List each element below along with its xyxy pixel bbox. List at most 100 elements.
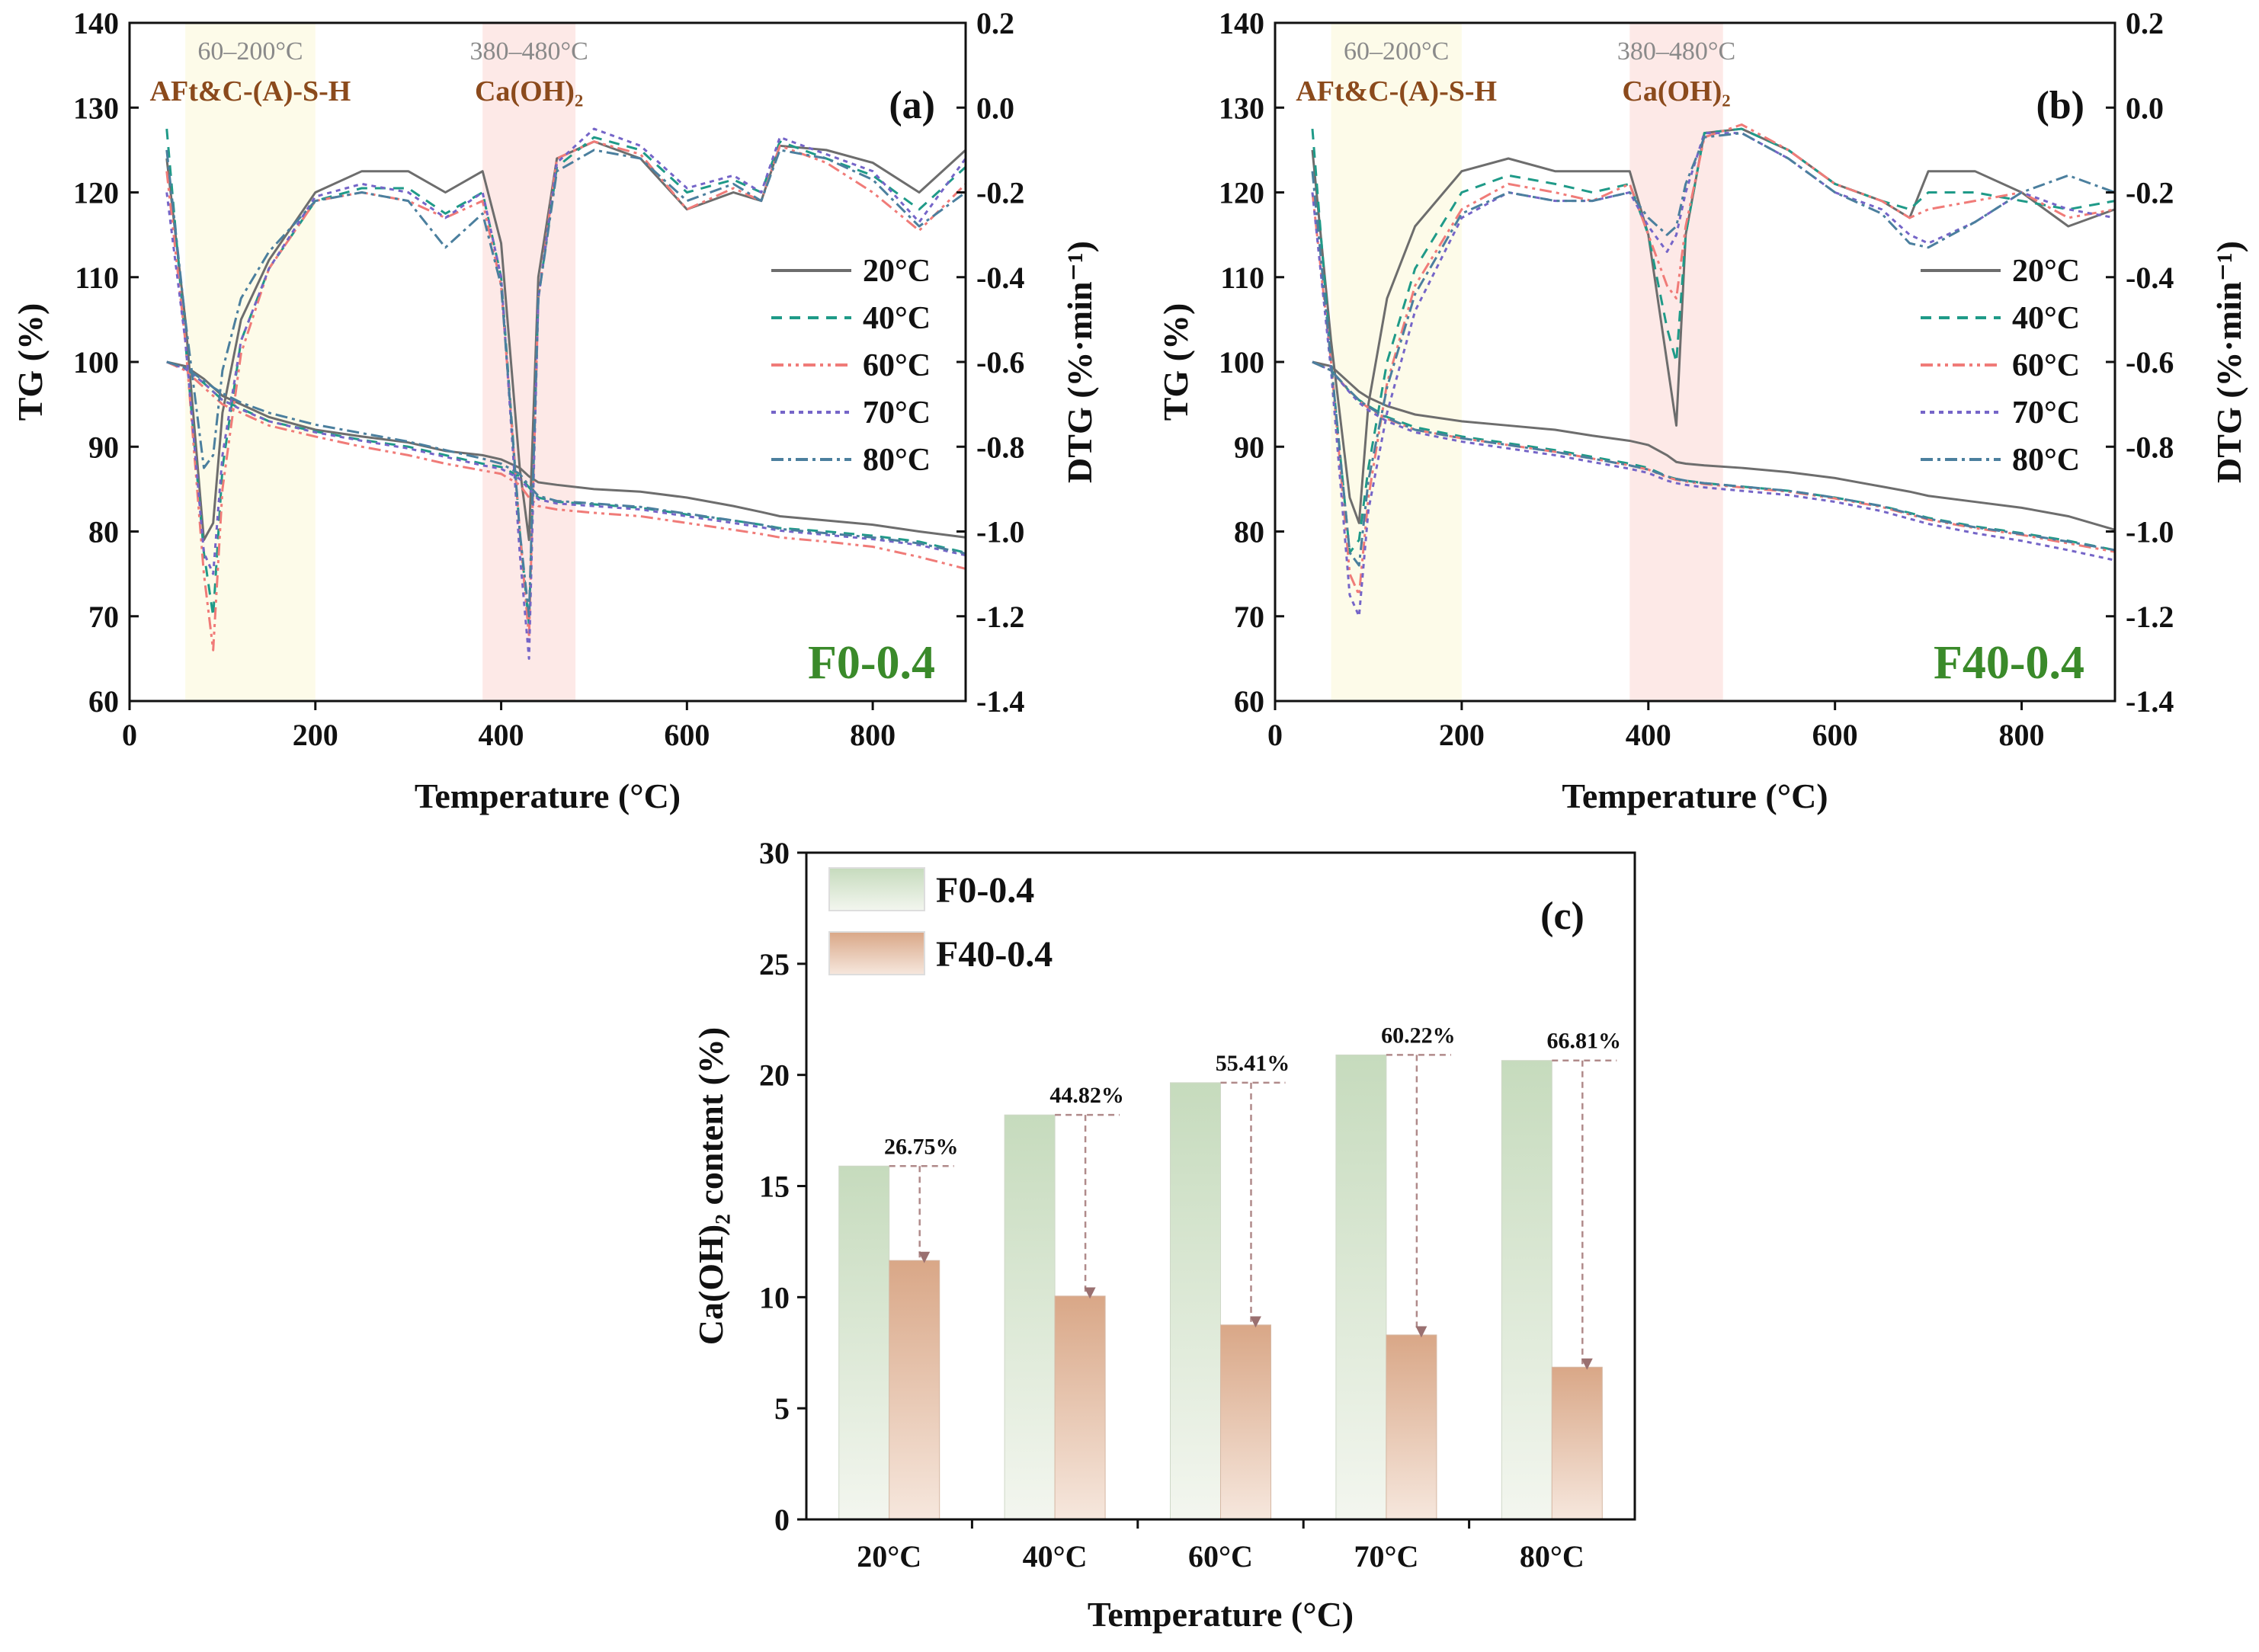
band-range-label: 60–200°C bbox=[197, 37, 303, 66]
x-tick-label: 0 bbox=[122, 718, 137, 752]
y2-tick-label: -0.8 bbox=[976, 430, 1024, 464]
dtg-curve-60°C bbox=[1311, 123, 2116, 597]
sample-label: F0-0.4 bbox=[808, 637, 935, 689]
y2-tick-label: -0.2 bbox=[976, 176, 1024, 210]
y2-tick-label: 0.0 bbox=[2126, 91, 2164, 125]
y-tick-label: 100 bbox=[1219, 345, 1264, 379]
legend-label: 60°C bbox=[863, 348, 931, 383]
panel-label: (c) bbox=[1540, 895, 1585, 938]
x-tick-label: 800 bbox=[1999, 718, 2045, 752]
x-tick-label: 20°C bbox=[857, 1539, 921, 1574]
y2-tick-label: -1.4 bbox=[2126, 684, 2174, 719]
x-tick-label: 40°C bbox=[1023, 1539, 1088, 1574]
x-axis-title: Temperature (°C) bbox=[1562, 776, 1828, 815]
reduction-label: 44.82% bbox=[1049, 1083, 1124, 1108]
dtg-curve-70°C bbox=[1311, 132, 2116, 618]
shaded-band bbox=[1629, 23, 1723, 701]
x-axis-title: Temperature (°C) bbox=[415, 776, 681, 815]
y-axis-title: Ca(OH)₂ content (%) bbox=[691, 1027, 730, 1345]
bar-F0-0.4 bbox=[1170, 1082, 1221, 1520]
x-tick-label: 200 bbox=[1439, 718, 1485, 752]
x-tick-label: 600 bbox=[1812, 718, 1858, 752]
bar-F40-0.4 bbox=[1220, 1324, 1271, 1520]
legend-label: 60°C bbox=[2012, 348, 2080, 383]
x-tick-label: 800 bbox=[850, 718, 896, 752]
dtg-curve-20°C bbox=[1311, 127, 2116, 524]
tga-panel-0: 60–200°C AFt&C-(A)-S-H 380–480°C Ca(OH)₂ 20°… bbox=[11, 6, 1099, 815]
bar-F40-0.4 bbox=[1054, 1295, 1106, 1520]
y-tick-label: 90 bbox=[1234, 430, 1264, 464]
y-tick-label: 20 bbox=[759, 1058, 790, 1093]
y2-tick-label: -1.0 bbox=[2126, 515, 2174, 549]
x-tick-label: 600 bbox=[664, 718, 710, 752]
y2-tick-label: -0.4 bbox=[2126, 261, 2174, 295]
tg-curve-80°C bbox=[166, 360, 966, 555]
y-tick-label: 70 bbox=[1234, 600, 1264, 634]
y2-tick-label: -0.6 bbox=[976, 345, 1024, 379]
y2-tick-label: -1.4 bbox=[976, 684, 1024, 719]
y2-tick-label: -1.0 bbox=[976, 515, 1024, 549]
y2-tick-label: 0.0 bbox=[976, 91, 1014, 125]
x-tick-label: 400 bbox=[1626, 718, 1671, 752]
y2-tick-label: 0.2 bbox=[976, 6, 1014, 40]
y-tick-label: 130 bbox=[73, 91, 119, 125]
y-tick-label: 130 bbox=[1219, 91, 1264, 125]
bar-F0-0.4 bbox=[838, 1165, 890, 1520]
y-tick-label: 5 bbox=[774, 1391, 790, 1426]
reduction-label: 60.22% bbox=[1381, 1023, 1456, 1048]
legend-label: 80°C bbox=[863, 443, 931, 478]
band-range-label: 380–480°C bbox=[469, 37, 588, 66]
legend-label: 20°C bbox=[2012, 254, 2080, 289]
legend-label: 70°C bbox=[2012, 395, 2080, 431]
tg-curve-80°C bbox=[1312, 360, 2116, 552]
y-tick-label: 110 bbox=[75, 261, 119, 295]
band-phase-label: AFt&C-(A)-S-H bbox=[150, 75, 351, 107]
tg-curve-20°C bbox=[1312, 360, 2116, 531]
bar-F40-0.4 bbox=[1386, 1334, 1437, 1520]
bar-F0-0.4 bbox=[1004, 1114, 1056, 1520]
y-tick-label: 70 bbox=[88, 600, 119, 634]
y-tick-label: 25 bbox=[759, 947, 790, 981]
y2-tick-label: -0.4 bbox=[976, 261, 1024, 295]
band-phase-label: Ca(OH)₂ bbox=[475, 75, 583, 107]
y-tick-label: 10 bbox=[759, 1280, 790, 1314]
y2-tick-label: -0.6 bbox=[2126, 345, 2174, 379]
x-axis-title: Temperature (°C) bbox=[1088, 1595, 1354, 1634]
legend-label: F0-0.4 bbox=[936, 870, 1034, 911]
y-tick-label: 100 bbox=[73, 345, 119, 379]
x-tick-label: 80°C bbox=[1520, 1539, 1585, 1574]
dtg-curve-40°C bbox=[1311, 127, 2116, 554]
bar-F40-0.4 bbox=[1551, 1366, 1603, 1520]
y2-axis-title: DTG (%·min⁻¹) bbox=[1060, 241, 1099, 483]
x-tick-label: 70°C bbox=[1354, 1539, 1418, 1574]
band-phase-label: AFt&C-(A)-S-H bbox=[1296, 75, 1497, 107]
legend-label: 80°C bbox=[2012, 443, 2080, 478]
legend-label: 70°C bbox=[863, 395, 931, 431]
tga-panel-1: 60–200°C AFt&C-(A)-S-H 380–480°C Ca(OH)₂ 20°… bbox=[1156, 6, 2248, 815]
y-tick-label: 80 bbox=[88, 515, 119, 549]
y2-tick-label: 0.2 bbox=[2126, 6, 2164, 40]
y2-axis-title: DTG (%·min⁻¹) bbox=[2209, 241, 2248, 483]
dtg-curve-80°C bbox=[165, 149, 966, 618]
y2-tick-label: -0.8 bbox=[2126, 430, 2174, 464]
y-tick-label: 140 bbox=[73, 6, 119, 40]
y-tick-label: 110 bbox=[1220, 261, 1264, 295]
y-tick-label: 120 bbox=[73, 176, 119, 210]
legend-label: 20°C bbox=[863, 254, 931, 289]
shaded-band bbox=[1331, 23, 1462, 701]
sample-label: F40-0.4 bbox=[1934, 637, 2084, 689]
y-tick-label: 80 bbox=[1234, 515, 1264, 549]
legend-swatch bbox=[828, 931, 925, 975]
reduction-label: 66.81% bbox=[1547, 1029, 1622, 1054]
bar-F0-0.4 bbox=[1335, 1054, 1387, 1520]
y-tick-label: 120 bbox=[1219, 176, 1264, 210]
y2-tick-label: -1.2 bbox=[2126, 600, 2174, 634]
y-tick-label: 90 bbox=[88, 430, 119, 464]
y-axis-title: TG (%) bbox=[11, 303, 50, 421]
bar-F0-0.4 bbox=[1501, 1060, 1552, 1520]
y-tick-label: 60 bbox=[1234, 684, 1264, 719]
tg-curve-70°C bbox=[1312, 360, 2116, 562]
legend-label: F40-0.4 bbox=[936, 934, 1053, 975]
y-tick-label: 140 bbox=[1219, 6, 1264, 40]
